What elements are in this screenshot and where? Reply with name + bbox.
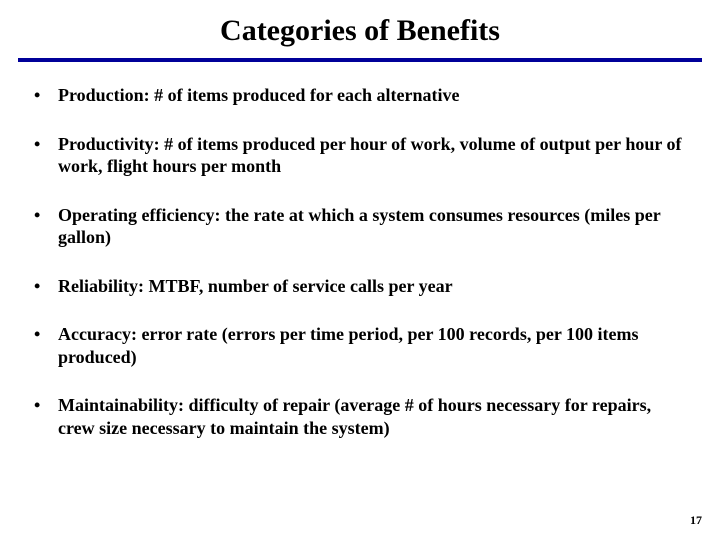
slide: Categories of Benefits Production: # of … xyxy=(0,0,720,540)
page-number: 17 xyxy=(690,513,702,528)
list-item: Productivity: # of items produced per ho… xyxy=(30,133,690,178)
list-item: Production: # of items produced for each… xyxy=(30,84,690,107)
slide-content: Production: # of items produced for each… xyxy=(0,62,720,439)
list-item: Maintainability: difficulty of repair (a… xyxy=(30,394,690,439)
list-item: Operating efficiency: the rate at which … xyxy=(30,204,690,249)
slide-title: Categories of Benefits xyxy=(0,0,720,58)
list-item: Accuracy: error rate (errors per time pe… xyxy=(30,323,690,368)
list-item: Reliability: MTBF, number of service cal… xyxy=(30,275,690,298)
bullet-list: Production: # of items produced for each… xyxy=(30,84,690,439)
